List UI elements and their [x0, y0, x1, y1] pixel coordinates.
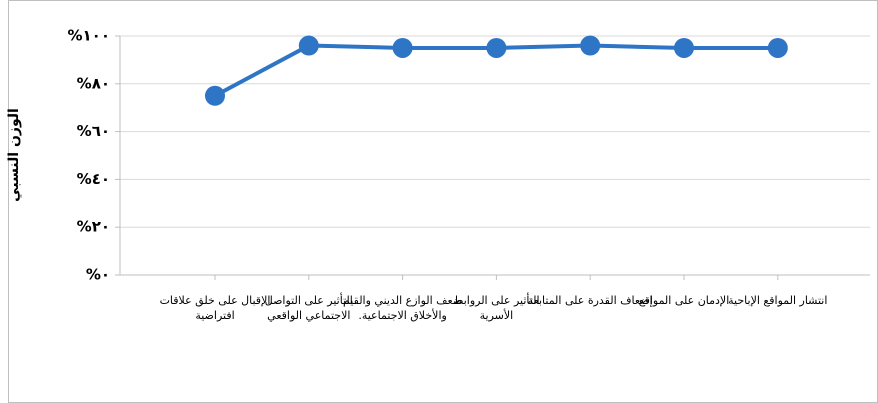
y-tick-label: %٦٠: [77, 122, 110, 140]
x-tick-label: إضعاف القدرة على المتابعة: [528, 294, 653, 307]
point: [298, 35, 319, 56]
y-tick-label: %٤٠: [77, 170, 110, 188]
y-tick-label: %٠: [86, 266, 110, 284]
point: [580, 35, 601, 56]
x-tick-label: انتشار المواقع الإباحية: [728, 294, 827, 307]
point: [392, 37, 413, 58]
x-tick-label: التأثير على التواصل الاجتماعي الواقعي: [265, 292, 353, 322]
x-tick-label: الإقبال على خلق علاقات افتراضية: [160, 294, 271, 322]
x-tick-label: التأثير على الروابط الأسرية: [453, 292, 539, 322]
point: [674, 37, 694, 58]
point: [486, 37, 507, 58]
y-tick-label: %٨٠: [77, 74, 110, 92]
chart-frame: [8, 0, 878, 403]
x-tick-label: ضعف الوازع الديني والقيم والأخلاق الاجتما…: [343, 294, 462, 322]
point: [205, 85, 225, 106]
y-tick-label: %١٠٠: [68, 27, 111, 45]
y-tick-label: %٢٠: [77, 218, 110, 236]
point: [767, 37, 788, 58]
x-tick-label: الإدمان على المواقع: [639, 294, 730, 307]
y-axis-label: الوزن النسبي: [6, 108, 22, 202]
